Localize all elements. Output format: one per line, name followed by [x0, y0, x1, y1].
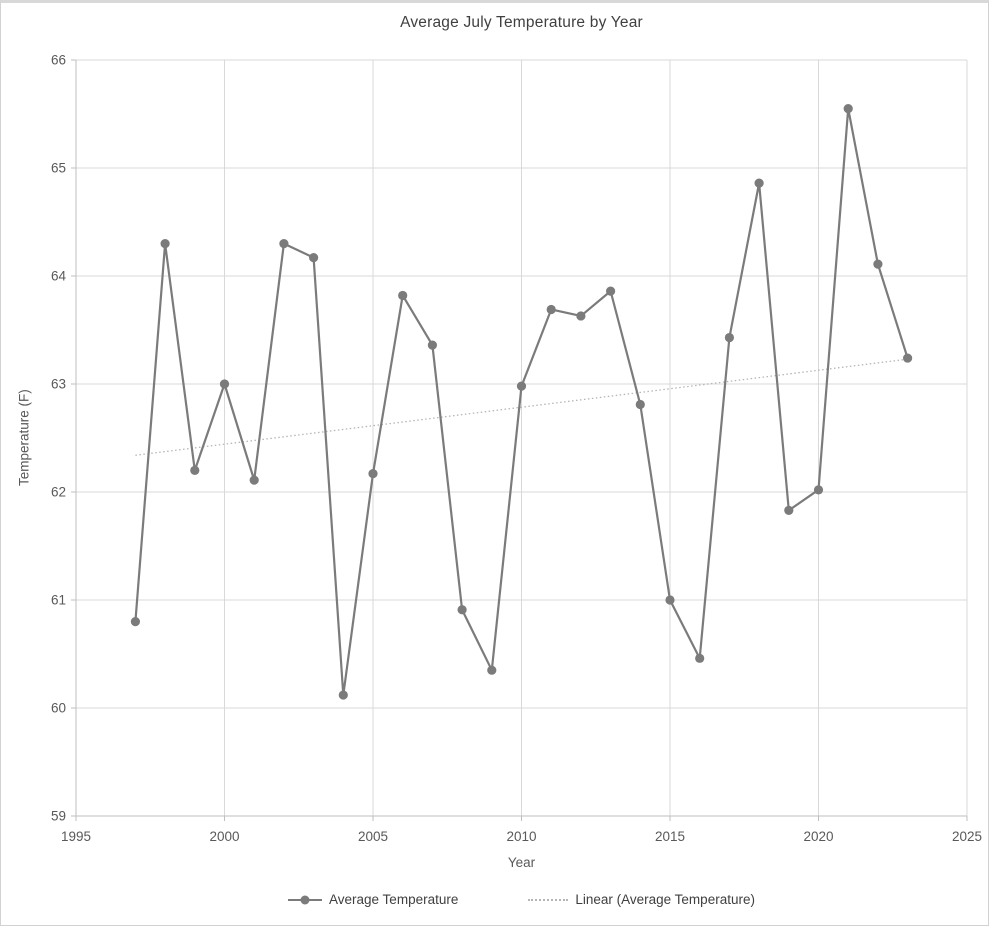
x-tick-label: 1995	[61, 829, 91, 844]
data-point	[843, 104, 853, 114]
data-point	[219, 379, 230, 389]
chart-svg: 1995 2000 2005 2010 2015 2020 2025 59 60 61 62 63 64…	[51, 53, 982, 845]
x-tick-label: 2010	[506, 829, 536, 844]
data-point	[338, 690, 348, 700]
data-point	[635, 399, 645, 410]
data-point	[398, 290, 408, 301]
legend-line-marker-icon	[288, 895, 323, 904]
data-point	[665, 595, 675, 605]
data-point	[309, 253, 319, 263]
data-point	[873, 259, 883, 269]
data-point	[368, 469, 378, 479]
legend-item-linear-trend: Linear (Average Temperature)	[528, 892, 755, 907]
data-point	[784, 505, 794, 515]
y-tick-label: 66	[51, 53, 66, 68]
data-point	[427, 340, 437, 350]
data-point	[576, 311, 586, 321]
trendline	[135, 358, 908, 456]
data-point	[606, 286, 616, 296]
data-point	[546, 304, 556, 315]
data-point	[130, 617, 140, 627]
data-point	[190, 465, 200, 475]
data-point	[754, 178, 764, 188]
y-tick-label: 60	[51, 701, 66, 716]
x-axis-title: Year	[507, 855, 536, 870]
data-point	[457, 605, 467, 615]
data-point	[249, 475, 259, 485]
y-tick-label: 61	[51, 593, 66, 608]
data-point	[813, 485, 824, 495]
x-tick-label: 2015	[655, 829, 685, 844]
y-tick-label: 64	[51, 269, 67, 284]
legend: Average Temperature Linear (Average Temp…	[76, 892, 967, 907]
legend-marker-dot-icon	[300, 895, 310, 904]
plot-area: 1995 2000 2005 2010 2015 2020 2025 59 60 61 62 63 64…	[1, 3, 988, 925]
legend-label-linear-trend: Linear (Average Temperature)	[575, 892, 755, 907]
legend-item-average-temperature: Average Temperature	[288, 892, 458, 907]
x-tick-label: 2000	[209, 829, 239, 844]
y-tick-label: 63	[51, 377, 66, 392]
data-point	[516, 381, 527, 391]
legend-label-average-temperature: Average Temperature	[329, 892, 459, 907]
x-tick-label: 2005	[358, 829, 388, 844]
data-point	[724, 332, 735, 343]
y-axis-title: Temperature (F)	[16, 389, 32, 487]
data-point	[903, 353, 913, 363]
y-tick-label: 62	[51, 485, 66, 500]
x-tick-label: 2020	[803, 829, 833, 844]
data-point	[487, 665, 497, 675]
data-point	[279, 239, 289, 249]
legend-dotted-line-icon	[528, 898, 569, 901]
data-point	[695, 653, 705, 663]
y-tick-label: 59	[51, 809, 66, 824]
data-point	[160, 239, 170, 249]
y-tick-label: 65	[51, 161, 66, 176]
x-tick-label: 2025	[952, 829, 982, 844]
chart-title: Average July Temperature by Year	[400, 14, 643, 31]
